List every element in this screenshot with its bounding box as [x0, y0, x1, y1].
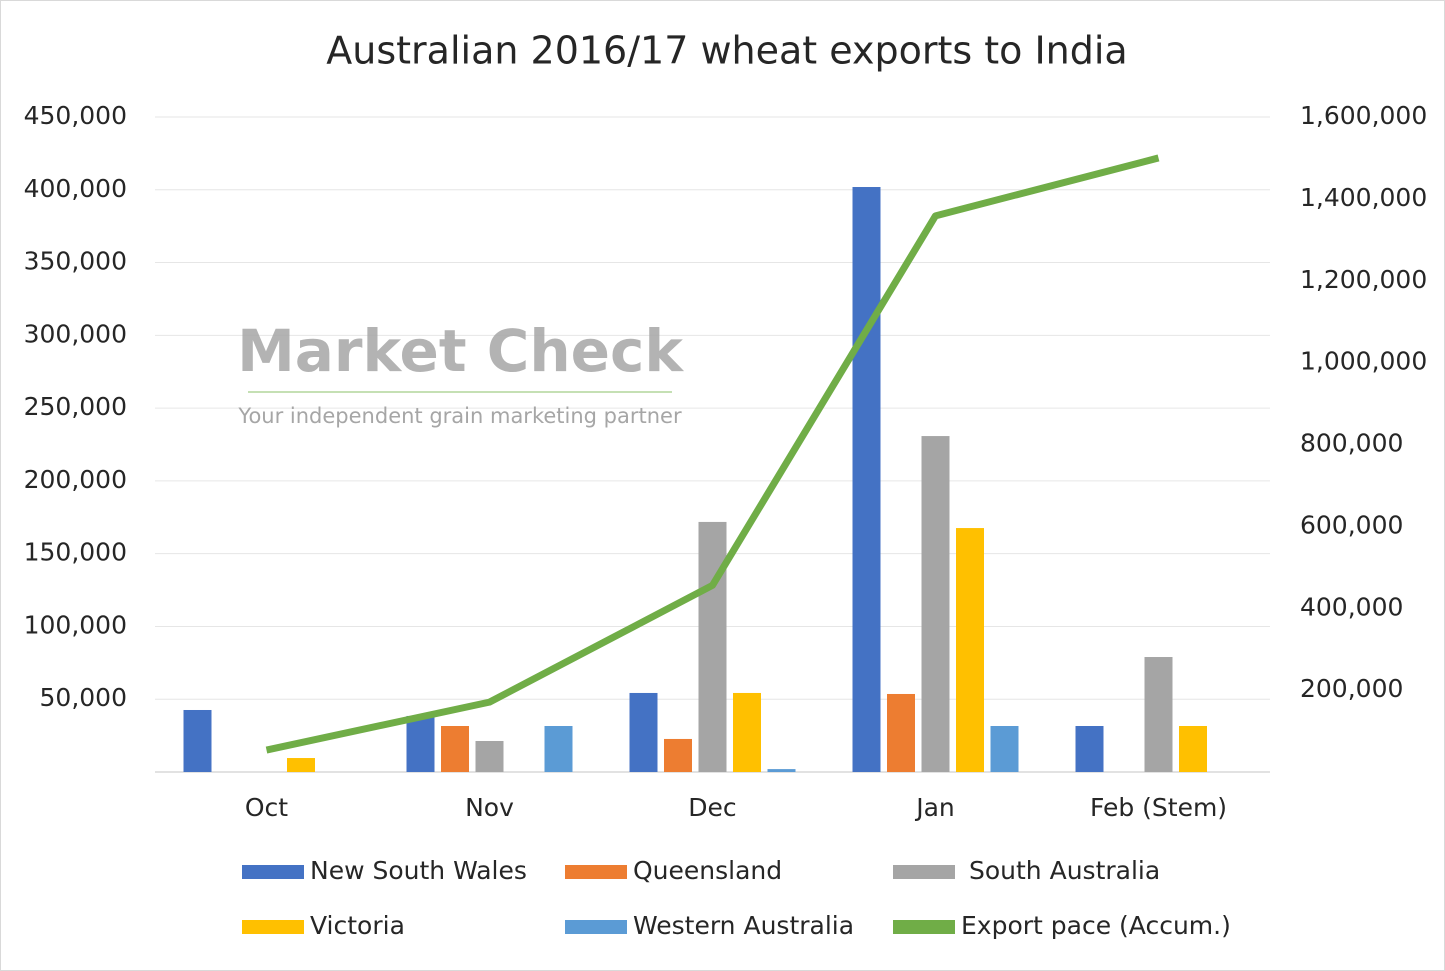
legend-label: Victoria [310, 911, 405, 940]
y2-tick-label: 1,200,000 [1300, 265, 1427, 294]
y-tick-label: 450,000 [24, 101, 127, 130]
legend-label: Queensland [633, 856, 782, 885]
y2-tick-label: 600,000 [1300, 510, 1403, 539]
legend-label: Export pace (Accum.) [961, 911, 1231, 940]
chart-title: Australian 2016/17 wheat exports to Indi… [326, 29, 1127, 73]
legend-label: Western Australia [633, 911, 854, 940]
bar [544, 726, 573, 772]
legend-label: New South Wales [310, 856, 527, 885]
legend-swatch [242, 865, 304, 879]
y-tick-label: 100,000 [24, 610, 127, 639]
legend-swatch [893, 920, 955, 934]
y2-tick-label: 400,000 [1300, 592, 1403, 621]
x-tick-label: Dec [688, 793, 736, 822]
bar [767, 769, 796, 772]
y-tick-label: 150,000 [24, 538, 127, 567]
y-tick-label: 350,000 [24, 247, 127, 276]
y-tick-label: 250,000 [24, 392, 127, 421]
bar [664, 738, 692, 772]
bar [698, 521, 727, 772]
legend-swatch [242, 920, 304, 934]
y2-tick-label: 800,000 [1300, 429, 1403, 458]
bar [852, 187, 881, 773]
x-tick-label: Jan [914, 793, 955, 822]
bar [287, 758, 315, 772]
bar [921, 436, 950, 772]
bar [733, 692, 761, 772]
x-tick-label: Feb (Stem) [1090, 793, 1227, 822]
y-tick-label: 50,000 [40, 683, 127, 712]
y2-tick-label: 200,000 [1300, 674, 1403, 703]
line [265, 154, 1160, 754]
y2-tick-label: 1,000,000 [1300, 347, 1427, 376]
bar [1075, 726, 1104, 772]
y-tick-label: 400,000 [24, 174, 127, 203]
y2-tick-label: 1,400,000 [1300, 183, 1427, 212]
bar [990, 726, 1019, 772]
bar [887, 693, 915, 772]
bar [1179, 726, 1207, 772]
watermark-tagline: Your independent grain marketing partner [237, 404, 682, 428]
watermark-brand: Market Check [237, 317, 684, 385]
x-tick-label: Nov [465, 793, 514, 822]
legend-swatch [565, 865, 627, 879]
legend-swatch [565, 920, 627, 934]
legend-label: South Australia [969, 856, 1160, 885]
bar [475, 740, 504, 772]
bar [956, 528, 984, 772]
bar [406, 715, 435, 772]
y2-tick-label: 1,600,000 [1300, 101, 1427, 130]
bar [629, 692, 658, 772]
x-tick-label: Oct [245, 793, 288, 822]
bar [441, 726, 469, 772]
bar [1144, 657, 1173, 772]
bar [183, 709, 212, 772]
y-tick-label: 300,000 [24, 319, 127, 348]
legend-swatch [893, 865, 955, 879]
y-tick-label: 200,000 [24, 465, 127, 494]
